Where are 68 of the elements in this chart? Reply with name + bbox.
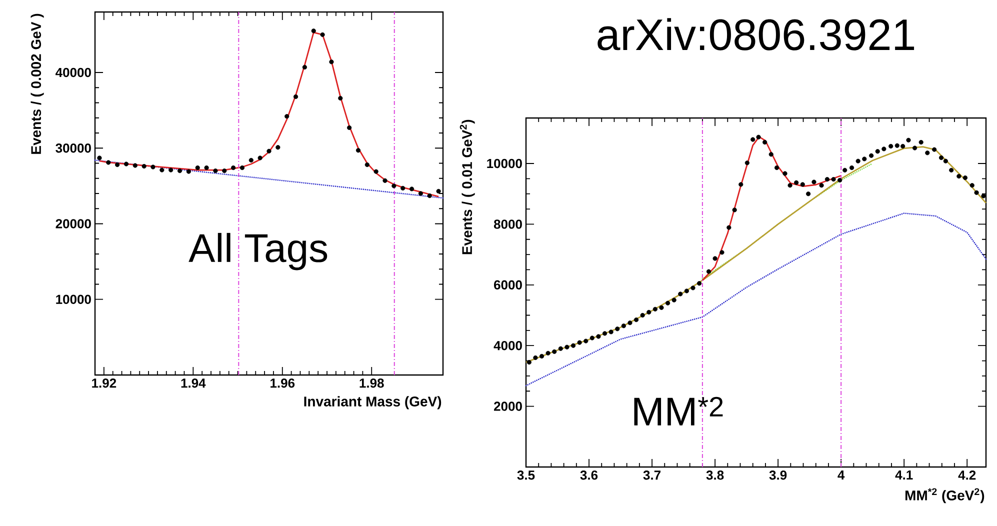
- point: [392, 184, 396, 188]
- point: [124, 162, 129, 166]
- x-tick-label: 1.98: [360, 378, 384, 388]
- point: [436, 188, 441, 194]
- y-tick-label: 40000: [56, 68, 91, 78]
- x-axis-title: Invariant Mass (GeV): [304, 396, 442, 410]
- point: [427, 193, 432, 198]
- x-tick-label: 4.1: [895, 470, 913, 480]
- point: [248, 158, 254, 163]
- point: [382, 178, 388, 183]
- point: [142, 164, 146, 169]
- point: [338, 96, 343, 100]
- point: [311, 28, 316, 34]
- y-tick-label: 10000: [487, 158, 522, 168]
- y-tick-label: 20000: [56, 219, 91, 228]
- y-tick-label: 2000: [494, 402, 522, 411]
- x-axis-title: MM$^{*2}$ (GeV$^{2}$): [905, 488, 984, 504]
- point: [150, 164, 156, 170]
- y-tick-label: 8000: [494, 220, 522, 229]
- point: [266, 148, 272, 154]
- y-axis-title: Events / ( 0.002 GeV ): [30, 14, 44, 154]
- y-tick-label: 30000: [56, 144, 91, 153]
- point: [231, 165, 236, 170]
- point: [409, 186, 414, 192]
- point: [374, 169, 378, 174]
- point: [302, 64, 307, 70]
- point: [329, 60, 334, 64]
- point: [177, 168, 182, 174]
- point: [347, 125, 352, 130]
- point: [293, 94, 298, 99]
- text: arXiv:0806.3921: [598, 18, 914, 50]
- point: [106, 160, 111, 165]
- point: [204, 165, 209, 170]
- y-tick-label: 10000: [56, 294, 91, 304]
- x-tick-label: 3.6: [580, 470, 598, 480]
- line-series: [525, 212, 987, 386]
- x-tick-label: 1.96: [270, 378, 295, 388]
- y-tick-label: 6000: [494, 280, 522, 290]
- point: [320, 32, 325, 37]
- y-tick-label: 4000: [494, 340, 522, 350]
- x-tick-label: 3.8: [706, 470, 724, 480]
- point: [400, 186, 406, 190]
- point: [97, 156, 102, 160]
- x-tick-label: 3.9: [769, 470, 787, 480]
- point: [168, 168, 174, 172]
- point: [276, 145, 280, 150]
- point: [186, 169, 191, 174]
- y-axis-title: Events / ( 0.01 GeV$^{2}$): [460, 120, 475, 254]
- x-tick-label: 4: [838, 470, 845, 480]
- point: [132, 163, 138, 168]
- point: [240, 165, 245, 170]
- point: [115, 162, 120, 168]
- x-tick-label: 3.7: [643, 470, 660, 480]
- annotation: MM$^{*2}$: [634, 396, 723, 426]
- x-tick-label: 4.2: [958, 470, 976, 480]
- annotation: All Tags: [188, 232, 328, 270]
- point: [160, 168, 164, 172]
- x-tick-label: 1.92: [92, 378, 116, 388]
- x-tick-label: 3.5: [517, 470, 535, 480]
- point: [195, 165, 200, 170]
- point: [284, 114, 290, 119]
- point: [258, 156, 262, 160]
- point: [418, 191, 423, 196]
- point: [213, 168, 218, 174]
- point: [364, 162, 370, 168]
- point: [222, 168, 227, 174]
- x-tick-label: 1.94: [181, 378, 206, 388]
- point: [356, 148, 361, 153]
